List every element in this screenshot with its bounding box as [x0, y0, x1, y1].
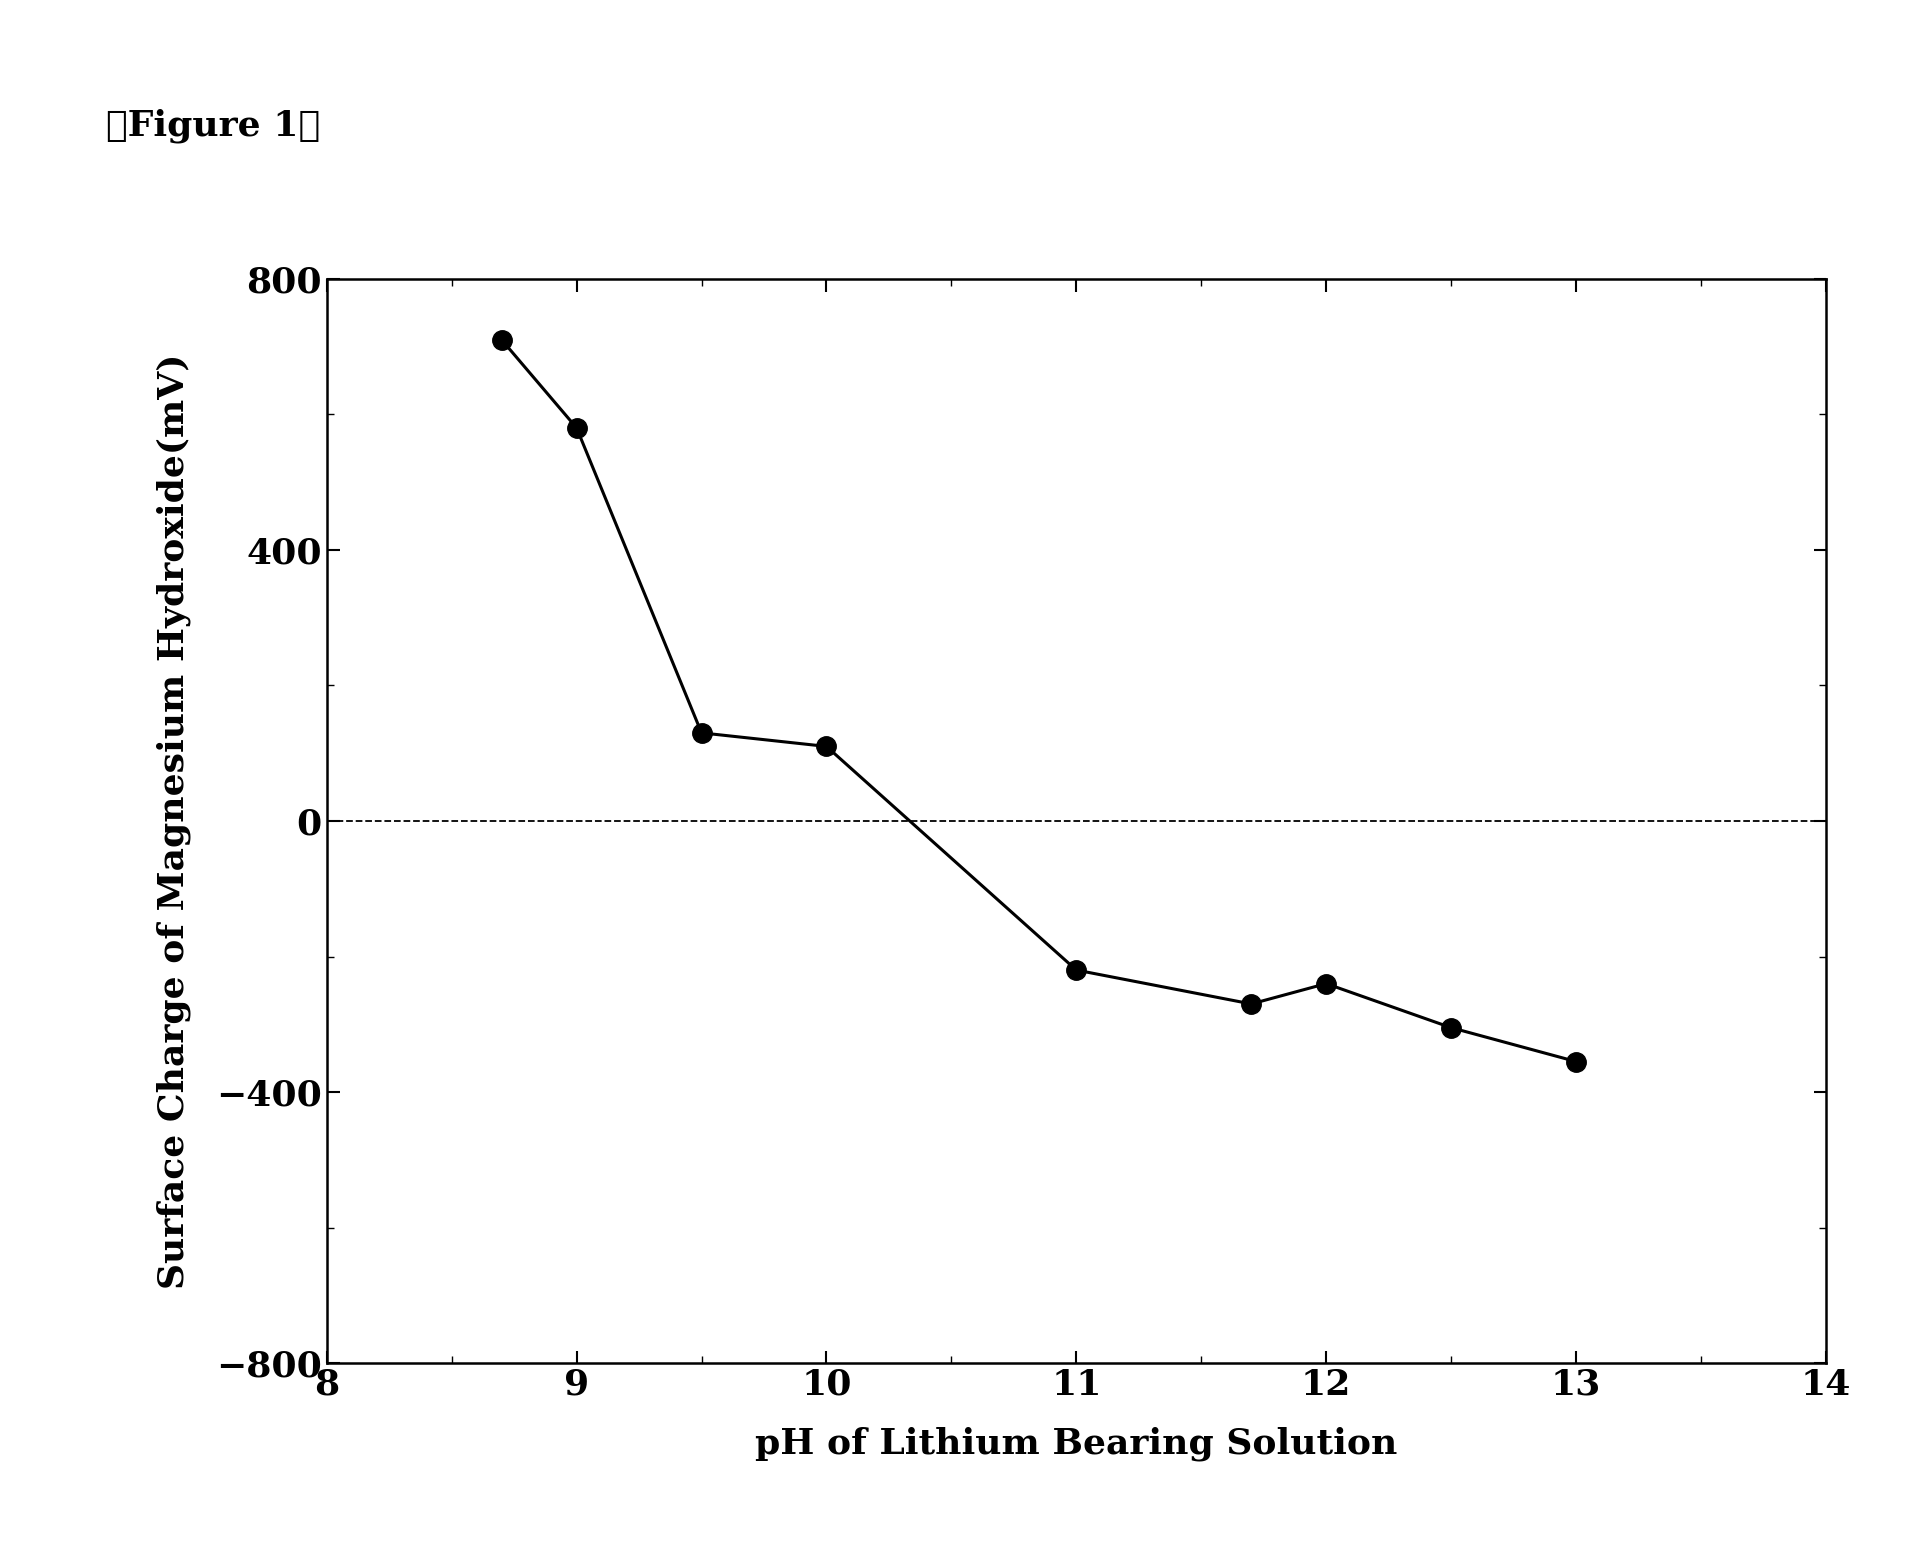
Y-axis label: Surface Charge of Magnesium Hydroxide(mV): Surface Charge of Magnesium Hydroxide(mV… [156, 353, 190, 1289]
Text: 【Figure 1】: 【Figure 1】 [106, 108, 319, 143]
X-axis label: pH of Lithium Bearing Solution: pH of Lithium Bearing Solution [755, 1427, 1397, 1461]
